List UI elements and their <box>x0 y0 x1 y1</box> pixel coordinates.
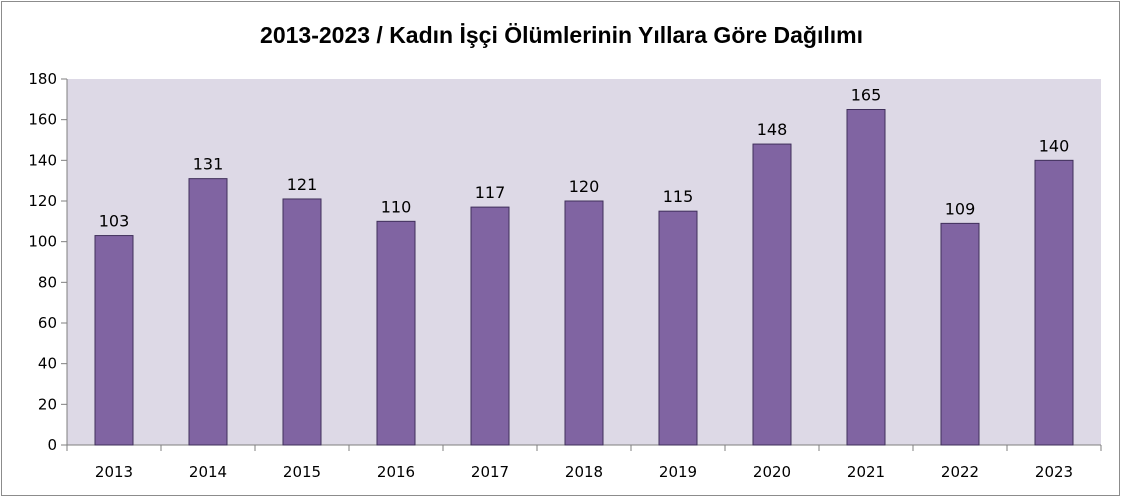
bar-2020 <box>752 143 792 446</box>
x-tick-label: 2019 <box>659 463 697 481</box>
x-tick-label: 2021 <box>847 463 885 481</box>
data-label-2014: 131 <box>193 155 224 174</box>
bar-2013 <box>94 235 134 446</box>
data-label-2018: 120 <box>569 177 600 196</box>
bar-2019 <box>658 210 698 446</box>
bar-2014 <box>188 178 228 446</box>
data-label-2020: 148 <box>757 120 788 139</box>
x-tick-label: 2016 <box>377 463 415 481</box>
bar-2017 <box>470 206 510 446</box>
y-tick-label: 160 <box>28 111 57 129</box>
data-labels: 103 131 121 110 117 120 115 148 165 109 140 <box>99 86 1070 231</box>
x-tick-label: 2014 <box>189 463 227 481</box>
y-tick-label: 100 <box>28 233 57 251</box>
chart-title: 2013-2023 / Kadın İşçi Ölümlerinin Yılla… <box>260 22 863 48</box>
x-tick-label: 2018 <box>565 463 603 481</box>
x-tick-label: 2013 <box>95 463 133 481</box>
data-label-2017: 117 <box>475 183 506 202</box>
bar-2018 <box>564 200 604 446</box>
x-tick-label: 2022 <box>941 463 979 481</box>
y-tick-label: 40 <box>38 355 57 373</box>
x-axis: 2013 2014 2015 2016 2017 2018 2019 2020 2021 2022… <box>66 444 1102 481</box>
y-tick-label: 180 <box>28 70 57 88</box>
y-tick-label: 140 <box>28 151 57 169</box>
bar-2022 <box>940 222 980 446</box>
bar-2016 <box>376 220 416 446</box>
y-tick-label: 0 <box>47 436 57 454</box>
y-tick-label: 120 <box>28 192 57 210</box>
data-label-2023: 140 <box>1039 136 1070 155</box>
bar-2023 <box>1034 159 1074 446</box>
data-label-2016: 110 <box>381 197 412 216</box>
x-tick-label: 2015 <box>283 463 321 481</box>
bar-2021 <box>846 109 886 446</box>
data-label-2015: 121 <box>287 175 318 194</box>
bars <box>94 109 1074 446</box>
y-tick-label: 60 <box>38 314 57 332</box>
data-label-2013: 103 <box>99 212 130 231</box>
data-label-2021: 165 <box>851 86 882 105</box>
x-tick-label: 2020 <box>753 463 791 481</box>
data-label-2022: 109 <box>945 199 976 218</box>
y-axis: 0 20 40 60 80 100 120 140 160 180 <box>28 70 68 454</box>
data-label-2019: 115 <box>663 187 694 206</box>
x-tick-label: 2017 <box>471 463 509 481</box>
x-tick-label: 2023 <box>1035 463 1073 481</box>
y-tick-label: 80 <box>38 273 57 291</box>
bar-2015 <box>282 198 322 446</box>
y-tick-label: 20 <box>38 395 57 413</box>
